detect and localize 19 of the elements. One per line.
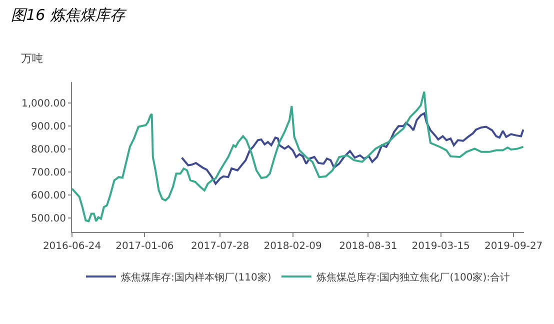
y-tick-label: 600.00 [31, 190, 66, 202]
y-axis-title: 万吨 [21, 52, 43, 65]
legend-label: 炼焦煤总库存:国内独立焦化厂(100家):合计 [316, 271, 510, 284]
x-tick-label: 2017-01-06 [116, 241, 174, 252]
y-tick-label: 700.00 [31, 168, 66, 178]
y-tick-label: 500.00 [31, 214, 66, 225]
y-tick-label: 1,000.00 [21, 98, 66, 110]
line-series [180, 112, 524, 185]
x-tick-label: 2019-03-15 [412, 241, 470, 252]
legend-label: 炼焦煤库存:国内样本钢厂(110家) [121, 271, 272, 284]
line-series [72, 90, 524, 222]
y-tick-label: 800.00 [31, 144, 66, 156]
x-tick-label: 2018-08-31 [339, 241, 398, 252]
x-tick-label: 2016-06-24 [42, 241, 102, 252]
y-tick-label: 900.00 [31, 121, 66, 132]
x-tick-label: 2019-09-27 [484, 241, 543, 252]
x-tick-label: 2017-07-28 [191, 241, 250, 252]
chart-title: 图16 炼焦煤库存 [11, 6, 127, 24]
x-tick-label: 2018-02-09 [264, 241, 322, 252]
